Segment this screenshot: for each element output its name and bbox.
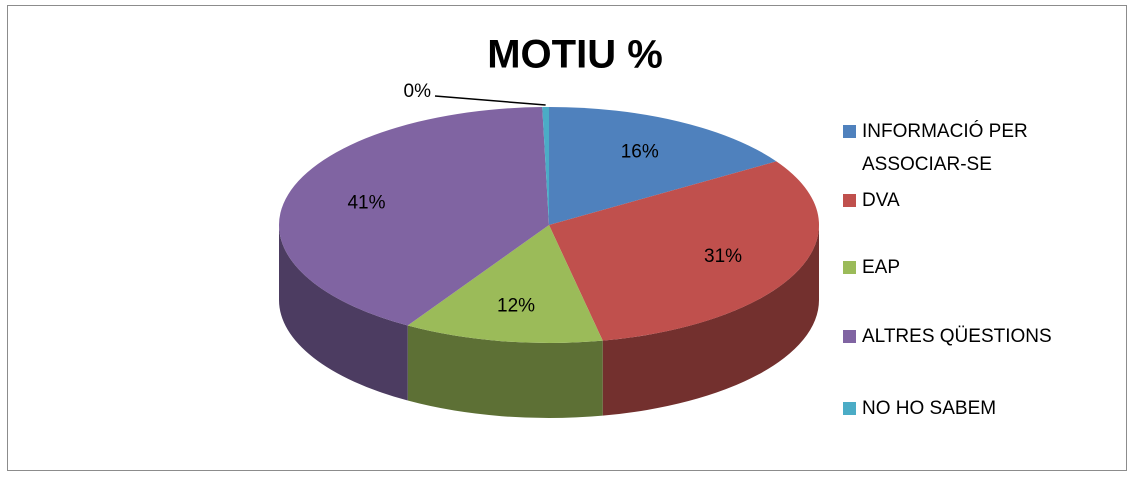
pie-side: [407, 325, 603, 418]
legend-swatch: [843, 261, 856, 274]
legend-item: DVA: [843, 184, 1083, 217]
pie-slice: [542, 107, 549, 225]
data-label: 16%: [621, 142, 659, 163]
pie-side: [602, 225, 819, 416]
pie-slice: [278, 107, 549, 326]
legend-swatch: [843, 330, 856, 343]
legend-item: ALTRES QÜESTIONS: [843, 320, 1083, 353]
data-label: 12%: [497, 295, 535, 316]
legend-label: INFORMACIÓ PER ASSOCIAR-SE: [862, 121, 1028, 175]
legend-label: EAP: [862, 257, 901, 278]
pie-slice: [549, 107, 777, 225]
legend-swatch: [843, 125, 856, 138]
legend-label: NO HO SABEM: [862, 398, 997, 419]
pie-slice: [407, 225, 603, 343]
legend-label: DVA: [862, 190, 900, 211]
legend-swatch: [843, 402, 856, 415]
leader-line: [434, 95, 546, 106]
pie-slice: [549, 161, 819, 341]
legend-label: ALTRES QÜESTIONS: [862, 326, 1052, 347]
legend-item: EAP: [843, 251, 1083, 284]
chart-title: MOTIU %: [487, 33, 663, 77]
data-label: 41%: [347, 193, 385, 214]
legend-item: NO HO SABEM: [843, 392, 1083, 425]
legend-swatch: [843, 194, 856, 207]
legend-item: INFORMACIÓ PER ASSOCIAR-SE: [843, 115, 1083, 181]
data-label: 31%: [704, 246, 742, 267]
data-label: 0%: [404, 81, 432, 102]
pie-side: [279, 225, 408, 401]
